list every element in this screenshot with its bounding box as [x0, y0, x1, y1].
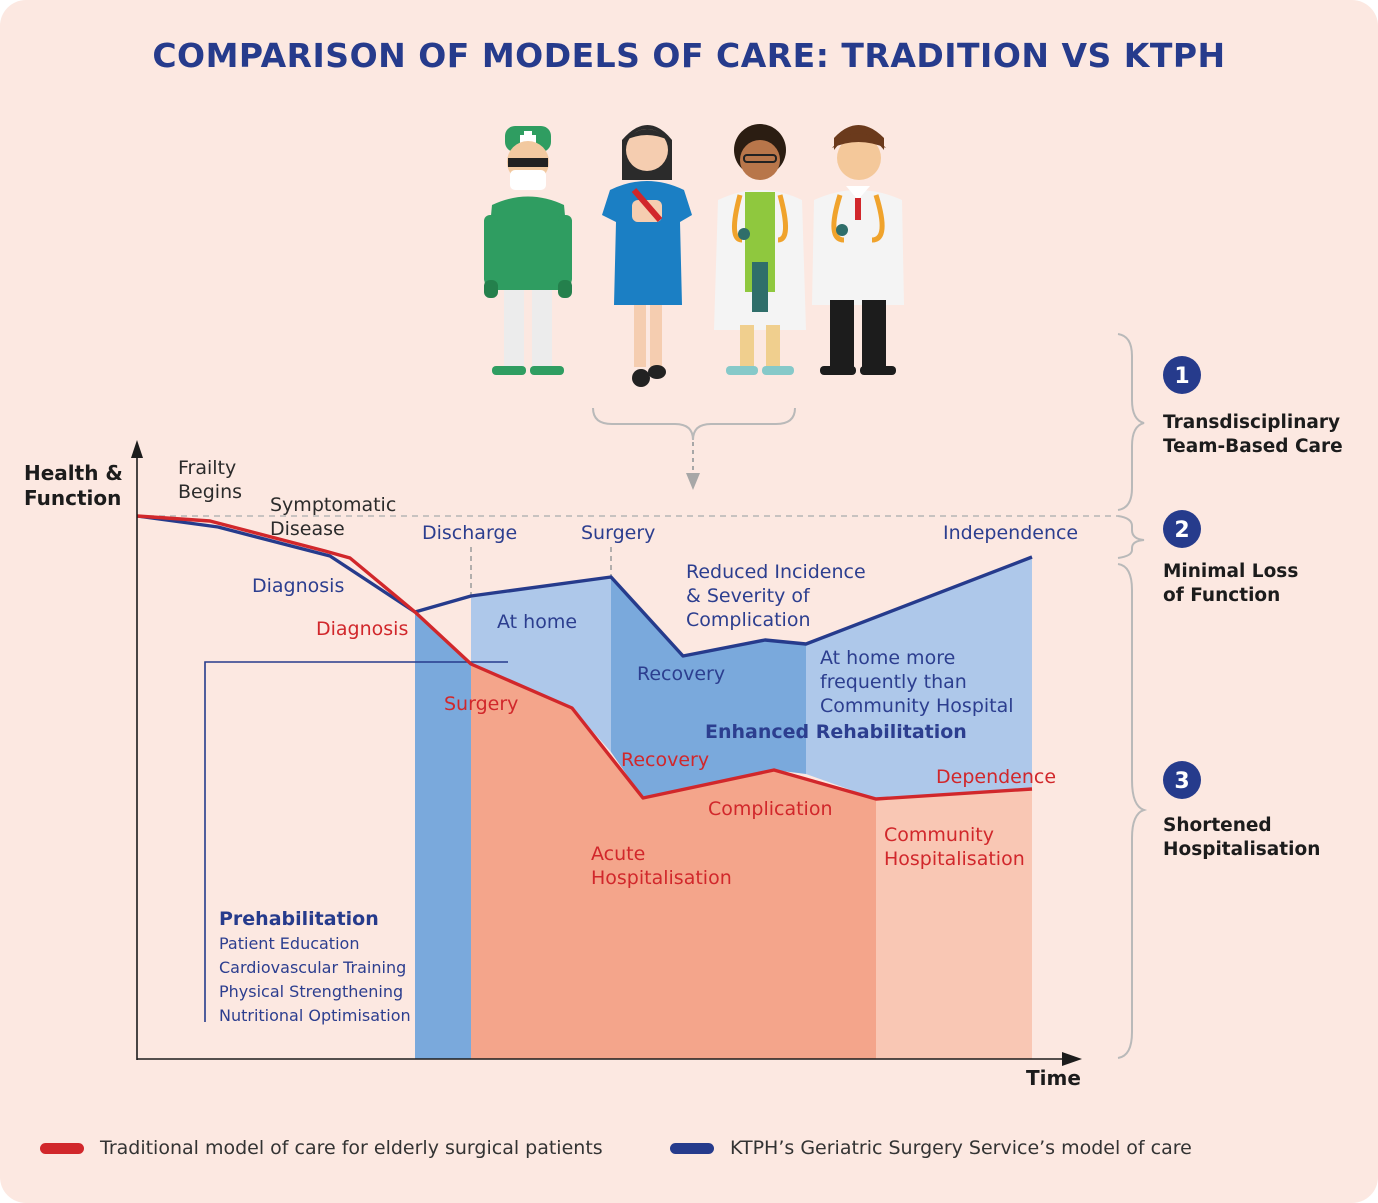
x-axis-label: Time — [1026, 1066, 1081, 1090]
side-text: of Function — [1163, 585, 1280, 606]
number-1: 1 — [1174, 364, 1189, 389]
discharge-label: Discharge — [422, 522, 517, 544]
area-prehab-transition — [415, 612, 471, 1059]
area-at-home — [471, 577, 611, 752]
legend-swatch-blue — [670, 1142, 714, 1154]
prehab-title: Prehabilitation — [219, 908, 379, 930]
at-home-more-label-2: frequently than — [820, 671, 967, 693]
prehab-item: Patient Education — [219, 934, 359, 953]
legend-ktph: KTPH’s Geriatric Surgery Service’s model… — [670, 1137, 1192, 1159]
side-text: Shortened — [1163, 815, 1272, 836]
brace-2 — [1117, 515, 1145, 559]
side-item-2: 2 Minimal Loss of Function — [1163, 510, 1298, 606]
area-community-hospitalisation — [876, 789, 1032, 1059]
independence-label: Independence — [943, 522, 1078, 544]
recovery-ktph-label: Recovery — [637, 663, 725, 685]
community-label-2: Hospitalisation — [884, 848, 1025, 870]
y-axis-label-2: Function — [24, 486, 121, 510]
down-arrow-icon — [686, 473, 700, 490]
prehab-item: Nutritional Optimisation — [219, 1006, 411, 1025]
at-home-more-label: At home more — [820, 647, 955, 669]
nurse-icon — [602, 125, 692, 387]
reduced-label-3: Complication — [686, 609, 811, 631]
legend-traditional-label: Traditional model of care for elderly su… — [100, 1137, 603, 1159]
prehab-item: Cardiovascular Training — [219, 958, 406, 977]
number-badge-1 — [1163, 356, 1201, 394]
legend-ktph-label: KTPH’s Geriatric Surgery Service’s model… — [730, 1137, 1192, 1159]
number-3: 3 — [1174, 769, 1189, 794]
symptomatic-label: Symptomatic — [270, 494, 396, 516]
at-home-more-label-3: Community Hospital — [820, 695, 1014, 717]
complication-label: Complication — [708, 798, 833, 820]
ktph-series-line — [136, 514, 1033, 658]
acute-label-2: Hospitalisation — [591, 867, 732, 889]
male-doctor-icon — [812, 125, 904, 375]
side-item-3: 3 Shortened Hospitalisation — [1163, 761, 1320, 860]
number-badge-2 — [1163, 510, 1201, 548]
at-home-label: At home — [497, 611, 577, 633]
dependence-label: Dependence — [936, 766, 1056, 788]
reduced-label: Reduced Incidence — [686, 561, 866, 583]
surgeon-icon — [484, 126, 572, 375]
community-label: Community — [884, 824, 994, 846]
side-text: Transdisciplinary — [1163, 412, 1340, 433]
diagnosis-ktph-label: Diagnosis — [252, 575, 344, 597]
diagnosis-trad-label: Diagnosis — [316, 618, 408, 640]
y-axis-label: Health & — [24, 461, 123, 485]
side-text: Team-Based Care — [1163, 436, 1343, 457]
side-text: Hospitalisation — [1163, 839, 1320, 860]
team-brace — [592, 407, 796, 441]
side-item-1: 1 Transdisciplinary Team-Based Care — [1163, 356, 1343, 457]
brace-1 — [1117, 333, 1145, 511]
prehab-bracket — [204, 661, 508, 1022]
reduced-label-2: & Severity of — [686, 585, 811, 607]
number-2: 2 — [1174, 518, 1189, 543]
care-team-illustration — [484, 124, 904, 490]
female-doctor-icon — [714, 124, 806, 375]
recovery-trad-label: Recovery — [621, 749, 709, 771]
area-at-home-more — [806, 557, 1032, 799]
frailty-label-2: Begins — [178, 481, 242, 503]
legend-traditional: Traditional model of care for elderly su… — [40, 1137, 603, 1159]
surgery-ktph-label: Surgery — [581, 522, 655, 544]
traditional-series-line — [136, 514, 1033, 801]
page-title: COMPARISON OF MODELS OF CARE: TRADITION … — [152, 36, 1226, 75]
brace-3 — [1117, 563, 1148, 1059]
surgery-trad-label: Surgery — [444, 693, 518, 715]
legend-swatch-red — [40, 1142, 84, 1154]
prehab-item: Physical Strengthening — [219, 982, 403, 1001]
side-text: Minimal Loss — [1163, 561, 1298, 582]
symptomatic-label-2: Disease — [270, 518, 345, 540]
area-acute-hospitalisation — [471, 664, 876, 1059]
enhanced-rehab-label: Enhanced Rehabilitation — [705, 721, 967, 743]
frailty-label: Frailty — [178, 457, 236, 479]
acute-label: Acute — [591, 843, 645, 865]
number-badge-3 — [1163, 761, 1201, 799]
